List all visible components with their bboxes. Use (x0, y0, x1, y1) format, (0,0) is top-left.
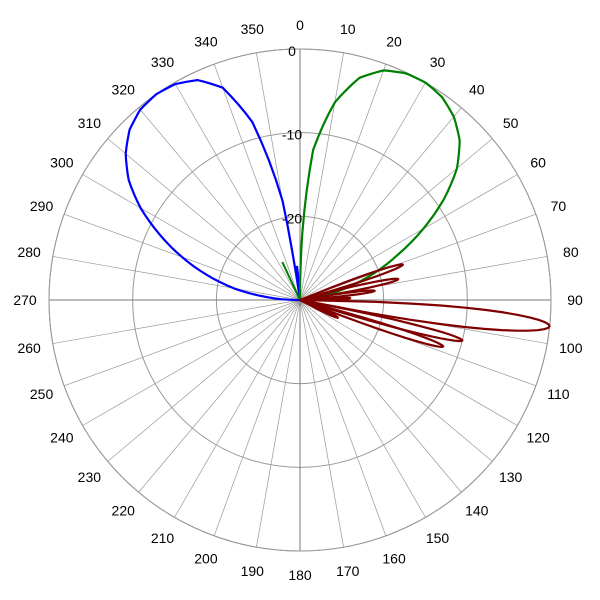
series-green-sidelobe (281, 261, 301, 301)
spoke-line (299, 299, 493, 462)
angle-tick-label: 220 (112, 503, 136, 519)
angle-tick-label: 330 (151, 54, 175, 70)
angle-tick-label: 30 (430, 54, 446, 70)
angle-tick-label: 270 (13, 292, 37, 308)
angle-tick-label: 340 (194, 34, 218, 50)
angle-tick-label: 60 (530, 155, 546, 171)
spoke-line (299, 299, 387, 536)
angle-tick-label: 350 (241, 21, 265, 37)
series-blue-line (124, 79, 302, 302)
spoke-line (299, 138, 493, 301)
spoke-line (299, 299, 518, 426)
spoke-line (299, 299, 426, 518)
spoke-line (64, 299, 301, 387)
spoke-line (213, 64, 301, 301)
spoke-line (107, 138, 301, 301)
angle-tick-label: 70 (551, 198, 567, 214)
angle-tick-label: 300 (50, 155, 74, 171)
series-green-line (298, 69, 461, 302)
angle-tick-label: 160 (382, 550, 406, 566)
angle-tick-label: 190 (241, 563, 265, 579)
series-maroon-lobe (298, 289, 376, 302)
angle-tick-label: 180 (288, 567, 312, 583)
angle-tick-label: 260 (17, 340, 41, 356)
spoke-line (299, 174, 518, 301)
angle-tick-label: 230 (78, 469, 102, 485)
angle-tick-label: 140 (465, 503, 489, 519)
angle-tick-label: 170 (336, 563, 360, 579)
spoke-line (256, 299, 301, 548)
series-maroon-lobe (298, 298, 445, 348)
series-maroon-lobe (298, 296, 352, 302)
spoke-line (299, 107, 462, 301)
spoke-line (299, 64, 387, 301)
angle-tick-label: 290 (30, 198, 54, 214)
spoke-line (299, 82, 426, 301)
series-maroon-lobe (298, 277, 400, 302)
angle-tick-label: 150 (426, 530, 450, 546)
angle-tick-label: 50 (503, 115, 519, 131)
angle-tick-label: 240 (50, 430, 74, 446)
angle-tick-label: 120 (526, 430, 550, 446)
spoke-line (174, 299, 301, 518)
series-maroon-lobe (298, 298, 339, 319)
spoke-line (299, 299, 462, 493)
spoke-line (213, 299, 301, 536)
angle-tick-label: 280 (17, 244, 41, 260)
spoke-line (299, 213, 536, 301)
spoke-line (138, 299, 301, 493)
spoke-line (107, 299, 301, 462)
angle-tick-label: 130 (499, 469, 523, 485)
spoke-line (52, 299, 301, 344)
angle-tick-label: 80 (563, 244, 579, 260)
angle-tick-label: 200 (194, 550, 218, 566)
spoke-line (174, 82, 301, 301)
angle-tick-label: 10 (340, 21, 356, 37)
spoke-line (299, 299, 344, 548)
radial-tick-label: -10 (282, 127, 302, 143)
spoke-line (52, 256, 301, 301)
angle-tick-label: 20 (386, 34, 402, 50)
radial-tick-label: -20 (282, 210, 302, 226)
angle-tick-label: 310 (78, 115, 102, 131)
angle-tick-label: 320 (112, 81, 136, 97)
spoke-line (299, 52, 344, 301)
spoke-line (82, 174, 301, 301)
series-maroon-lobe (298, 298, 551, 332)
angle-tick-label: 40 (469, 81, 485, 97)
angle-tick-label: 90 (567, 292, 583, 308)
radial-tick-label: 0 (288, 43, 296, 59)
angle-tick-label: 250 (30, 386, 54, 402)
polar-grid (48, 48, 552, 552)
angle-tick-label: 100 (559, 340, 583, 356)
angle-tick-label: 210 (151, 530, 175, 546)
series-maroon-lobe (298, 263, 404, 302)
angle-tick-label: 110 (547, 386, 570, 402)
polar-labels: 0 10 20 30 40 50 60 70 80 90 100 110 120 130 140 150 160… (13, 17, 583, 583)
spoke-line (82, 299, 301, 426)
angle-tick-label: 0 (296, 17, 304, 33)
series-layer (124, 69, 551, 348)
spoke-line (138, 107, 301, 301)
